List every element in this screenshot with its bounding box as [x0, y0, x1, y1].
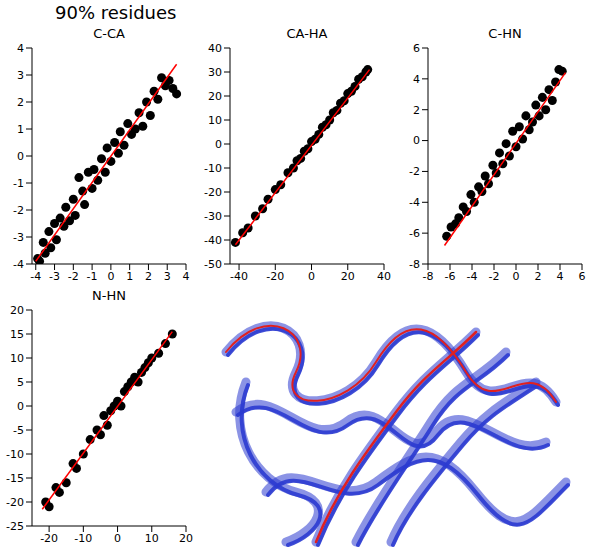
svg-text:4: 4	[557, 270, 564, 283]
svg-text:6: 6	[579, 270, 586, 283]
svg-text:-8: -8	[409, 258, 420, 271]
svg-text:1: 1	[17, 123, 24, 136]
svg-text:-30: -30	[204, 210, 222, 223]
svg-text:-40: -40	[204, 234, 222, 247]
svg-text:2: 2	[17, 96, 24, 109]
svg-text:4: 4	[17, 42, 24, 55]
svg-text:10: 10	[145, 532, 159, 545]
svg-text:-3: -3	[49, 270, 60, 283]
svg-text:10: 10	[10, 352, 24, 365]
svg-text:4: 4	[183, 270, 190, 283]
svg-text:0: 0	[17, 400, 24, 413]
svg-text:0: 0	[17, 150, 24, 163]
html-text:90% residues: 90% residues	[55, 2, 177, 23]
svg-text:-1: -1	[87, 270, 98, 283]
svg-text:-2: -2	[409, 165, 420, 178]
svg-text:20: 20	[10, 304, 24, 317]
svg-text:0: 0	[107, 270, 114, 283]
svg-text:-4: -4	[467, 270, 478, 283]
svg-text:-50: -50	[204, 258, 222, 271]
svg-text:-20: -20	[6, 496, 24, 509]
svg-text:3: 3	[17, 69, 24, 82]
svg-text:3: 3	[164, 270, 171, 283]
svg-text:15: 15	[10, 328, 24, 341]
html-text:CA-HA: CA-HA	[286, 26, 328, 41]
svg-text:-6: -6	[445, 270, 456, 283]
svg-text:-15: -15	[6, 472, 24, 485]
svg-text:-2: -2	[13, 204, 24, 217]
html-text:N-HN: N-HN	[92, 288, 126, 303]
svg-text:0: 0	[308, 270, 315, 283]
svg-text:-1: -1	[13, 177, 24, 190]
svg-text:-10: -10	[6, 448, 24, 461]
svg-text:20: 20	[179, 532, 193, 545]
svg-text:-5: -5	[13, 424, 24, 437]
svg-text:10: 10	[208, 114, 222, 127]
svg-text:-40: -40	[230, 270, 248, 283]
svg-text:20: 20	[341, 270, 355, 283]
svg-text:-20: -20	[204, 186, 222, 199]
svg-text:-4: -4	[30, 270, 41, 283]
svg-text:0: 0	[114, 532, 121, 545]
svg-text:-4: -4	[13, 258, 24, 271]
svg-text:2: 2	[413, 104, 420, 117]
svg-text:0: 0	[413, 134, 420, 147]
svg-text:30: 30	[208, 66, 222, 79]
svg-text:4: 4	[413, 73, 420, 86]
html-text:C-CA: C-CA	[93, 26, 125, 41]
svg-text:20: 20	[208, 90, 222, 103]
svg-text:0: 0	[513, 270, 520, 283]
svg-text:-2: -2	[68, 270, 79, 283]
svg-text:-20: -20	[40, 532, 58, 545]
svg-text:-2: -2	[489, 270, 500, 283]
svg-text:6: 6	[413, 42, 420, 55]
svg-text:-4: -4	[409, 196, 420, 209]
svg-text:5: 5	[17, 376, 24, 389]
svg-text:-10: -10	[204, 162, 222, 175]
svg-text:-25: -25	[6, 520, 24, 533]
svg-text:-20: -20	[266, 270, 284, 283]
svg-text:-10: -10	[74, 532, 92, 545]
svg-text:2: 2	[145, 270, 152, 283]
svg-text:-6: -6	[409, 227, 420, 240]
svg-text:2: 2	[535, 270, 542, 283]
html-text:C-HN: C-HN	[488, 26, 522, 41]
svg-text:-3: -3	[13, 231, 24, 244]
svg-text:1: 1	[126, 270, 133, 283]
svg-text:40: 40	[377, 270, 391, 283]
svg-text:0: 0	[215, 138, 222, 151]
svg-text:40: 40	[208, 42, 222, 55]
svg-text:-8: -8	[423, 270, 434, 283]
